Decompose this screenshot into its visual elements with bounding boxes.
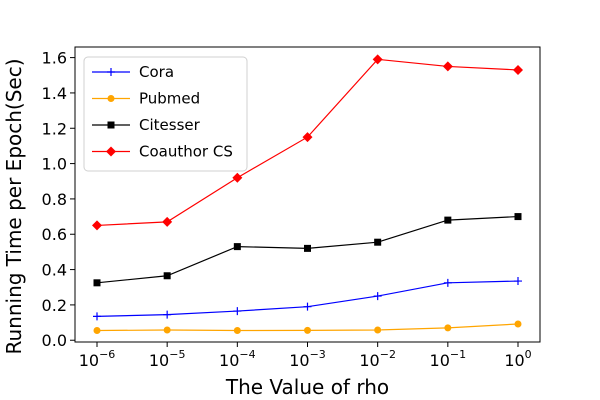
series-citesser	[93, 213, 522, 287]
data-point-coauthor-cs	[442, 61, 453, 72]
x-tick-exponent: −3	[310, 348, 326, 361]
data-point-citesser	[514, 213, 522, 221]
x-axis-title: The Value of rho	[225, 375, 389, 399]
data-point-pubmed	[233, 327, 241, 335]
data-point-citesser	[444, 216, 452, 224]
y-tick-label: 1.4	[42, 84, 67, 103]
x-tick-base: 10	[79, 351, 99, 370]
x-tick-label: 10−6	[79, 348, 116, 370]
data-point-cora	[303, 302, 312, 311]
legend-label: Coauthor CS	[139, 143, 233, 161]
x-tick-label: 10−2	[359, 348, 396, 370]
x-tick-base: 10	[219, 351, 239, 370]
x-tick-label: 100	[504, 348, 531, 370]
legend-label: Citesser	[139, 116, 201, 134]
data-point-pubmed	[444, 324, 452, 332]
data-point-coauthor-cs	[92, 220, 102, 231]
x-tick-base: 10	[359, 351, 379, 370]
data-point-coauthor-cs	[232, 172, 243, 183]
data-point-pubmed	[93, 327, 101, 335]
data-point-pubmed	[163, 326, 171, 334]
y-tick-label: 0.6	[42, 225, 67, 244]
data-point-pubmed	[514, 320, 522, 328]
series-line-cora	[96, 280, 519, 317]
data-point-cora	[514, 277, 522, 286]
data-point-citesser	[233, 243, 241, 251]
data-point-cora	[93, 312, 101, 321]
x-tick-base: 10	[430, 351, 450, 370]
series-pubmed	[93, 320, 522, 335]
legend-marker	[106, 146, 116, 157]
x-tick-label: 10−4	[219, 348, 256, 370]
legend-item-pubmed: Pubmed	[92, 90, 200, 108]
x-tick-label: 10−1	[430, 348, 467, 370]
series-layer	[92, 54, 523, 335]
data-point-coauthor-cs	[162, 216, 173, 227]
y-axis: 0.0 0.2 0.4 0.6 0.8 1.0 1.2 1.4 1.6	[42, 49, 75, 350]
x-tick-exponent: −1	[450, 348, 466, 361]
data-point-coauthor-cs	[513, 64, 523, 75]
x-axis: 10−6 10−5 10−4 10−3 10−2 10−1 100	[79, 342, 532, 370]
x-tick-label: 10−5	[149, 348, 186, 370]
data-point-coauthor-cs	[372, 54, 383, 65]
legend-marker	[107, 95, 115, 102]
x-tick-exponent: −2	[380, 348, 396, 361]
x-tick-base: 10	[149, 351, 169, 370]
x-tick-exponent: −4	[239, 348, 255, 361]
series-cora	[93, 277, 522, 321]
y-tick-label: 1.2	[42, 119, 67, 138]
x-tick-base: 10	[289, 351, 309, 370]
data-point-citesser	[304, 244, 311, 252]
data-point-cora	[233, 307, 242, 316]
data-point-coauthor-cs	[302, 132, 313, 143]
data-point-cora	[443, 278, 452, 287]
legend-item-cora: Cora	[92, 63, 174, 81]
y-tick-label: 1.0	[42, 155, 67, 174]
x-tick-exponent: 0	[525, 348, 532, 361]
data-point-cora	[163, 310, 172, 319]
series-coauthor-cs	[92, 54, 523, 231]
data-point-citesser	[374, 238, 382, 246]
x-tick-base: 10	[504, 351, 524, 370]
y-tick-label: 0.0	[42, 331, 67, 350]
legend-label: Pubmed	[139, 90, 200, 108]
x-tick-exponent: −5	[169, 348, 185, 361]
data-point-citesser	[163, 272, 171, 280]
legend-marker	[107, 68, 115, 76]
legend-marker	[107, 121, 115, 129]
x-tick-label: 10−3	[289, 348, 326, 370]
y-tick-label: 0.4	[42, 261, 67, 280]
y-axis-title: Running Time per Epoch(Sec)	[2, 58, 26, 354]
x-tick-exponent: −6	[99, 348, 115, 361]
data-point-citesser	[93, 279, 101, 287]
legend-item-coauthor-cs: Coauthor CS	[92, 143, 233, 161]
data-point-pubmed	[304, 326, 311, 334]
legend: Cora Pubmed Citesser Coauthor CS	[83, 56, 248, 172]
y-tick-label: 0.2	[42, 296, 67, 315]
y-tick-label: 1.6	[42, 49, 67, 68]
legend-label: Cora	[139, 63, 174, 81]
legend-frame	[83, 56, 248, 172]
y-tick-label: 0.8	[42, 190, 67, 209]
data-point-pubmed	[374, 326, 382, 334]
legend-item-citesser: Citesser	[92, 116, 201, 134]
data-point-cora	[373, 292, 382, 301]
